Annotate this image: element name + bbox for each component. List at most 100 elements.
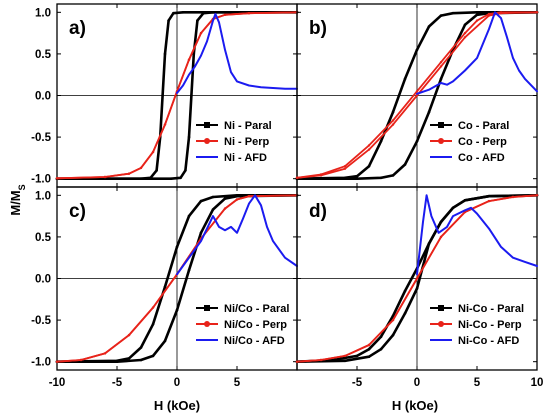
legend-marker-circle xyxy=(204,138,210,144)
panel-label: c) xyxy=(69,201,86,222)
series-line-afd-upper xyxy=(416,194,538,276)
y-tick-label: 1.0 xyxy=(35,7,51,19)
data-point-perp xyxy=(139,166,143,170)
data-point-paral xyxy=(167,19,170,22)
data-point-perp xyxy=(247,12,251,15)
data-point-paral xyxy=(181,11,185,14)
data-point-perp xyxy=(415,94,419,97)
data-point-paral xyxy=(379,176,383,180)
data-point-paral xyxy=(187,268,191,272)
data-point-perp xyxy=(391,119,395,122)
data-point-perp xyxy=(163,123,167,126)
data-point-paral xyxy=(211,208,215,211)
panel-label: b) xyxy=(309,18,327,39)
data-point-paral xyxy=(487,194,491,198)
data-point-paral xyxy=(163,52,167,56)
data-point-paral xyxy=(187,214,191,218)
data-point-perp xyxy=(55,360,59,363)
data-point-paral xyxy=(127,357,131,360)
data-point-paral xyxy=(355,354,359,358)
data-point-perp xyxy=(343,165,347,168)
data-point-paral xyxy=(379,335,383,339)
data-point-perp xyxy=(223,13,227,16)
legend-label: Co - Paral xyxy=(458,120,509,132)
legend-label: Ni-Co - Paral xyxy=(458,303,524,315)
data-point-paral xyxy=(439,77,443,81)
data-point-perp xyxy=(235,198,239,201)
y-tick-label: 0.0 xyxy=(35,91,51,103)
data-point-perp xyxy=(55,177,59,180)
data-point-perp xyxy=(343,354,347,358)
data-point-paral xyxy=(199,231,203,235)
data-point-paral xyxy=(367,347,371,351)
data-point-perp xyxy=(127,333,131,337)
data-point-perp xyxy=(79,358,83,362)
data-point-paral xyxy=(427,110,431,114)
data-point-perp xyxy=(343,167,347,170)
legend-label: Co - AFD xyxy=(458,152,505,164)
data-point-perp xyxy=(391,123,395,126)
data-point-paral xyxy=(427,242,431,245)
x-tick-label: 5 xyxy=(474,377,481,389)
data-point-paral xyxy=(184,169,187,172)
data-point-paral xyxy=(463,23,467,27)
legend-marker-square xyxy=(204,122,210,128)
data-point-paral xyxy=(139,358,143,362)
legend-marker-square xyxy=(204,305,210,311)
series-line-afd-upper xyxy=(176,13,298,94)
legend-marker-circle xyxy=(438,321,444,327)
data-point-perp xyxy=(535,194,539,197)
data-point-paral xyxy=(202,11,205,15)
data-point-perp xyxy=(319,174,323,177)
data-point-perp xyxy=(319,358,323,362)
data-point-paral xyxy=(211,11,215,14)
x-axis-title-left: H (kOe) xyxy=(154,398,200,413)
data-point-paral xyxy=(475,11,479,14)
y-tick-label: -0.5 xyxy=(31,132,51,144)
legend: Ni/Co - Paral Ni/Co - Perp Ni/Co - AFD xyxy=(196,303,289,347)
data-point-perp xyxy=(439,61,443,64)
data-point-perp xyxy=(475,19,479,22)
data-point-perp xyxy=(187,58,191,61)
data-point-paral xyxy=(391,174,395,177)
data-point-paral xyxy=(199,199,203,203)
data-point-perp xyxy=(499,12,503,15)
data-point-perp xyxy=(199,31,203,35)
data-point-perp xyxy=(103,352,107,355)
data-point-paral xyxy=(475,13,479,17)
legend-label: Ni - Perp xyxy=(224,136,270,148)
data-point-perp xyxy=(247,195,251,198)
x-tick-label: 0 xyxy=(414,377,420,389)
series-line-perp-upper xyxy=(296,11,538,179)
data-point-paral xyxy=(115,360,119,364)
data-point-paral xyxy=(415,48,419,52)
data-point-paral xyxy=(367,164,371,168)
data-point-perp xyxy=(487,14,491,17)
data-point-paral xyxy=(451,206,455,210)
data-point-perp xyxy=(463,36,467,39)
data-point-paral xyxy=(463,199,467,202)
data-point-paral xyxy=(415,287,419,290)
data-point-perp xyxy=(295,360,299,363)
y-tick-label: -1.0 xyxy=(31,174,51,186)
series-line-afd-upper xyxy=(176,194,298,276)
data-point-perp xyxy=(391,318,395,322)
data-point-paral xyxy=(391,314,395,318)
data-point-paral xyxy=(223,197,227,200)
series-line-paral-lower xyxy=(55,194,299,363)
data-point-perp xyxy=(151,306,155,309)
y-tick-label: 0.5 xyxy=(35,49,52,61)
panel-label: d) xyxy=(309,201,327,222)
legend-label: Ni - AFD xyxy=(224,152,267,164)
data-point-paral xyxy=(355,174,359,178)
legend-label: Ni/Co - AFD xyxy=(224,335,285,347)
series-line-paral-upper xyxy=(55,194,299,363)
x-tick-label: 5 xyxy=(234,377,241,389)
data-point-paral xyxy=(151,323,155,326)
data-point-paral xyxy=(343,359,347,363)
legend: Ni-Co - Paral Ni-Co - Perp Ni-Co - AFD xyxy=(430,303,524,347)
data-point-paral xyxy=(355,177,359,180)
legend-label: Ni-Co - Perp xyxy=(458,319,522,331)
